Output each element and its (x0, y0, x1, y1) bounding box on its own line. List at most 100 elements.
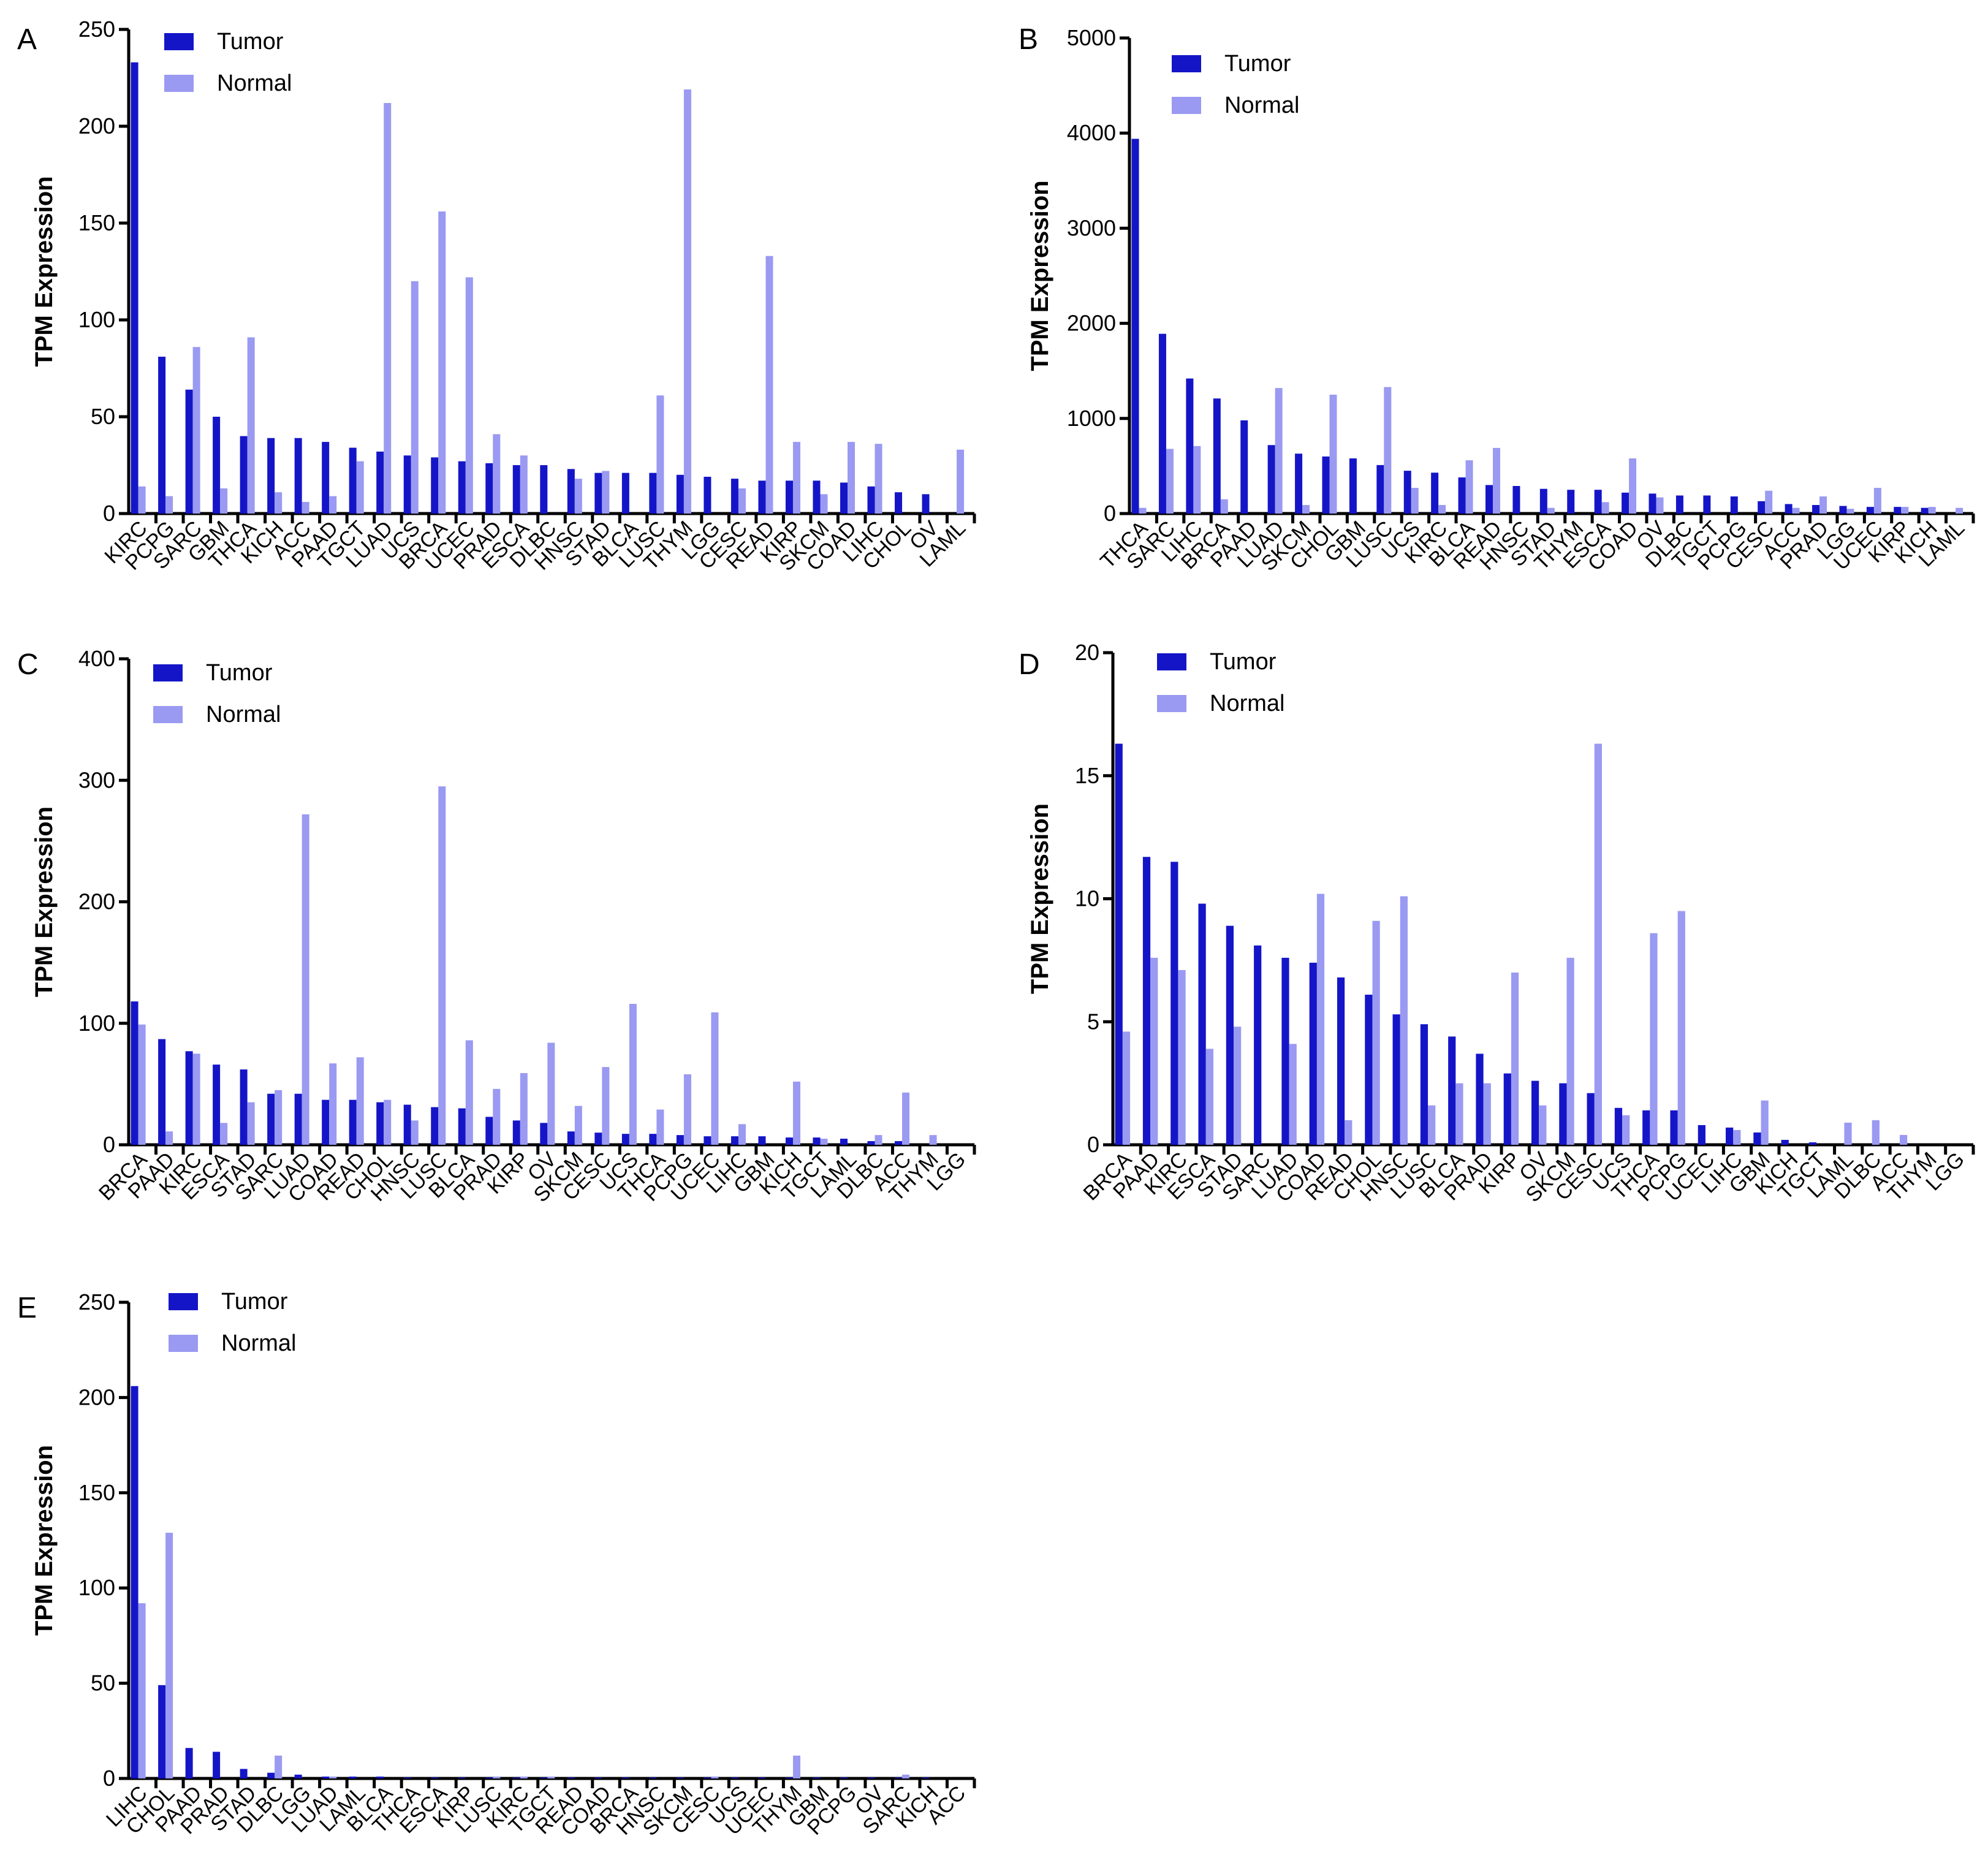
y-axis-label: TPM Expression (31, 1445, 58, 1636)
bar-tumor-stad (240, 1769, 248, 1778)
bar-normal-ucs (1622, 1115, 1630, 1145)
bar-normal-laml (957, 449, 965, 514)
bar-normal-laml (1844, 1122, 1852, 1145)
bar-tumor-dlbc (867, 1141, 875, 1145)
bar-tumor-ov (540, 1123, 548, 1145)
legend-label-tumor: Tumor (206, 660, 273, 686)
bar-tumor-skcm (676, 1777, 684, 1778)
bar-normal-kirp (1901, 507, 1909, 514)
legend-label-tumor: Tumor (221, 1289, 288, 1315)
bar-tumor-blca (621, 472, 629, 514)
y-tick-label: 5 (1087, 1009, 1099, 1034)
bar-tumor-lihc (730, 1136, 738, 1145)
bar-tumor-coad (1622, 492, 1629, 514)
bar-tumor-acc (1785, 504, 1793, 514)
bar-tumor-tgct (540, 1777, 548, 1778)
bar-tumor-pcpg (1670, 1110, 1678, 1145)
bar-tumor-blca (1448, 1036, 1456, 1145)
bar-tumor-sarc (895, 1777, 903, 1778)
bar-tumor-gbm (758, 1136, 766, 1145)
bar-tumor-cesc (594, 1133, 602, 1145)
bar-tumor-lusc (485, 1777, 493, 1778)
bar-normal-ucec (711, 1012, 719, 1145)
bar-normal-cesc (1765, 490, 1773, 514)
y-tick-label: 100 (78, 1575, 115, 1600)
bar-normal-blca (1465, 460, 1473, 514)
bar-normal-cesc (1594, 743, 1603, 1145)
bar-tumor-tgct (1703, 495, 1711, 514)
bar-normal-ucs (629, 1004, 637, 1145)
bar-normal-coad (329, 1063, 337, 1145)
bar-normal-tgct (547, 1776, 555, 1778)
bar-tumor-ucs (621, 1134, 629, 1145)
bar-tumor-laml (840, 1139, 848, 1145)
bar-normal-gbm (220, 488, 228, 514)
bar-normal-thym (929, 1135, 937, 1145)
bar-tumor-kirc (1170, 862, 1178, 1145)
bar-tumor-gbm (213, 417, 221, 514)
y-tick-label: 200 (78, 1384, 115, 1410)
legend-swatch-normal (1157, 695, 1186, 712)
bar-tumor-brca (1115, 743, 1123, 1145)
bar-tumor-stad (594, 472, 602, 514)
bar-normal-coad (848, 442, 856, 514)
bar-tumor-thca (649, 1134, 657, 1145)
bar-normal-coad (1629, 458, 1637, 514)
bar-tumor-prad (485, 1117, 493, 1145)
bar-tumor-chol (1365, 995, 1373, 1145)
y-tick-label: 100 (78, 1011, 115, 1036)
bar-tumor-pcpg (676, 1135, 684, 1145)
y-tick-label: 1000 (1067, 406, 1116, 431)
legend-swatch-normal (164, 75, 194, 92)
panel-label: E (17, 1292, 37, 1324)
bar-tumor-ucs (403, 455, 411, 514)
bar-normal-sarc (275, 1090, 283, 1145)
bar-tumor-read (1485, 485, 1493, 514)
bar-tumor-cesc (730, 479, 738, 514)
bar-tumor-ov (1648, 493, 1656, 514)
bar-tumor-thym (1567, 490, 1575, 514)
bar-normal-esca (1205, 1049, 1213, 1145)
bar-normal-read (765, 256, 773, 514)
bar-normal-dlbc (275, 1755, 283, 1778)
y-tick-label: 300 (78, 767, 115, 792)
y-tick-label: 15 (1075, 763, 1099, 788)
bar-tumor-chol (1322, 456, 1330, 514)
bar-tumor-luad (294, 1093, 302, 1145)
bar-tumor-sarc (267, 1093, 275, 1145)
bar-tumor-stad (1539, 488, 1547, 514)
bar-normal-lihc (1193, 446, 1201, 514)
bar-normal-kirc (520, 1776, 528, 1778)
bar-tumor-sarc (185, 389, 193, 514)
bar-tumor-stad (1226, 925, 1234, 1145)
y-tick-label: 50 (91, 1671, 115, 1696)
bar-normal-lgg (1846, 509, 1854, 514)
y-tick-label: 0 (103, 501, 115, 526)
bar-tumor-stad (240, 1069, 248, 1145)
bar-tumor-kich (922, 1777, 930, 1778)
bar-tumor-sarc (1158, 333, 1166, 514)
bar-normal-brca (438, 211, 446, 514)
bar-tumor-lihc (131, 1386, 138, 1778)
bar-tumor-brca (621, 1777, 629, 1778)
bar-normal-esca (220, 1123, 228, 1145)
bar-tumor-ucs (1614, 1107, 1623, 1145)
bar-tumor-lgg (1839, 506, 1847, 514)
legend-label-tumor: Tumor (1210, 649, 1277, 675)
bar-tumor-kich (267, 438, 275, 514)
bar-normal-lihc (874, 444, 882, 514)
bar-tumor-cesc (1758, 501, 1766, 514)
bar-tumor-paad (1142, 857, 1151, 1145)
bar-normal-kich (275, 492, 283, 514)
bar-tumor-brca (1213, 398, 1221, 514)
bar-normal-kich (792, 1081, 800, 1145)
bar-tumor-brca (131, 1001, 138, 1145)
bar-tumor-coad (1309, 962, 1317, 1145)
bar-normal-kirc (1178, 970, 1186, 1145)
bar-tumor-cesc (704, 1777, 711, 1778)
bar-normal-thca (1650, 933, 1658, 1145)
bar-tumor-gbm (813, 1777, 821, 1778)
